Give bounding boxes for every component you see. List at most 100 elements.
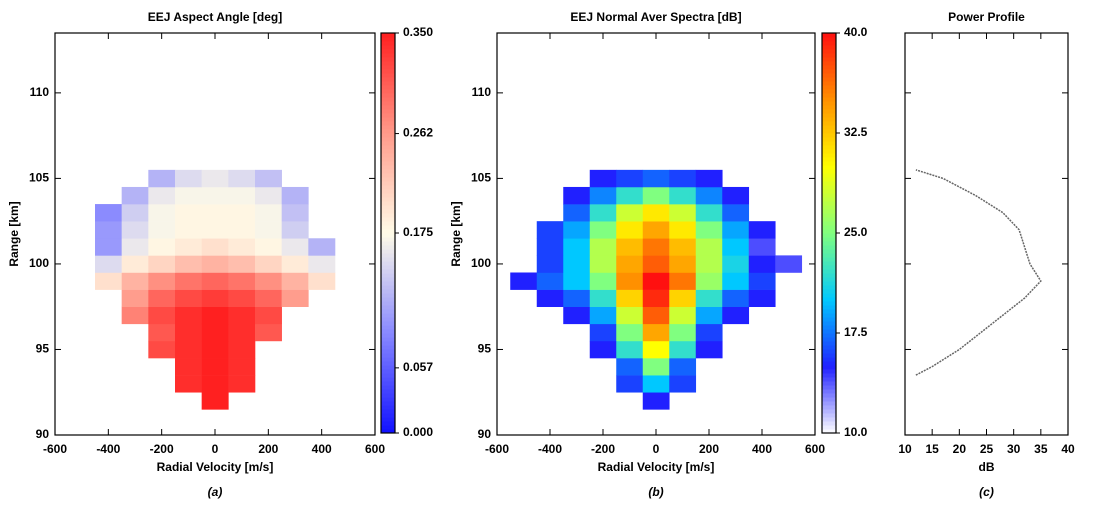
heat-cell [589, 272, 617, 290]
colorbar-segment [822, 325, 836, 330]
heat-cell [616, 238, 644, 256]
colorbar-segment [381, 297, 395, 302]
x-axis-title: Radial Velocity [m/s] [157, 460, 274, 474]
colorbar-segment [381, 225, 395, 230]
colorbar-segment [822, 105, 836, 110]
colorbar-segment [381, 321, 395, 326]
heat-cell [695, 238, 723, 256]
heat-cell [175, 221, 202, 239]
colorbar-segment [381, 261, 395, 266]
heat-cell [536, 272, 564, 290]
colorbar-segment [822, 109, 836, 114]
heat-cell [536, 221, 564, 239]
colorbar-segment [381, 221, 395, 226]
heat-cell [121, 306, 149, 325]
heat-cell [95, 221, 122, 239]
x-axis-title: dB [979, 460, 995, 474]
colorbar-segment [822, 381, 836, 386]
heat-cell [589, 306, 617, 325]
colorbar-segment [822, 333, 836, 338]
colorbar-segment [822, 65, 836, 70]
colorbar-segment [822, 233, 836, 238]
colorbar-tick-label: 0.350 [403, 25, 433, 39]
heat-cell [95, 204, 122, 222]
colorbar-segment [381, 169, 395, 174]
heat-cell [281, 204, 309, 222]
heat-cell [201, 221, 229, 239]
x-axis-title: Radial Velocity [m/s] [598, 460, 715, 474]
colorbar-segment [381, 357, 395, 362]
x-tick-label: 25 [980, 442, 994, 456]
colorbar-segment [822, 121, 836, 126]
heat-cell [281, 272, 309, 290]
colorbar-segment [822, 101, 836, 106]
colorbar-segment [822, 117, 836, 122]
heat-cell [255, 169, 282, 188]
heat-cell [255, 323, 282, 342]
colorbar-tick-label: 0.175 [403, 225, 433, 239]
y-tick-label: 110 [472, 85, 492, 99]
heat-cell [201, 186, 229, 205]
heat-cell [148, 186, 176, 205]
heat-cell [722, 204, 750, 222]
colorbar-segment [381, 301, 395, 306]
colorbar-segment [822, 153, 836, 158]
colorbar-tick-label: 32.5 [844, 125, 868, 139]
colorbar-segment [381, 341, 395, 346]
colorbar-segment [822, 385, 836, 390]
heat-cell [589, 186, 617, 205]
colorbar-segment [822, 49, 836, 54]
colorbar-segment [381, 361, 395, 366]
colorbar-segment [381, 133, 395, 138]
y-tick-label: 100 [29, 256, 49, 270]
colorbar-segment [381, 397, 395, 402]
heat-cell [175, 358, 202, 376]
colorbar-segment [822, 249, 836, 254]
heat-cell [616, 375, 644, 393]
heat-cell [669, 272, 697, 290]
heat-cell [669, 323, 697, 342]
colorbar-segment [381, 213, 395, 218]
colorbar-segment [381, 257, 395, 262]
colorbar-segment [822, 169, 836, 174]
heat-cell [148, 340, 176, 359]
colorbar-segment [822, 357, 836, 362]
x-tick-label: -600 [485, 442, 509, 456]
colorbar-segment [822, 217, 836, 222]
colorbar-segment [822, 53, 836, 58]
colorbar-segment [381, 41, 395, 46]
heat-cell [228, 358, 256, 376]
heat-cell [175, 186, 202, 205]
heat-cell [748, 238, 776, 256]
heat-cell [228, 204, 256, 222]
heat-cell [695, 323, 723, 342]
heat-cell [281, 289, 309, 308]
colorbar-segment [381, 205, 395, 210]
x-tick-label: 20 [953, 442, 967, 456]
colorbar-segment [822, 149, 836, 154]
heat-cell [536, 255, 564, 273]
heat-cell [148, 306, 176, 325]
heat-cell [669, 238, 697, 256]
heat-cell [536, 289, 564, 308]
colorbar-segment [381, 381, 395, 386]
heat-cell [201, 323, 229, 342]
heat-cell [642, 323, 670, 342]
heat-cell [695, 272, 723, 290]
y-tick-label: 90 [478, 427, 492, 441]
colorbar-segment [381, 373, 395, 378]
colorbar-segment [381, 141, 395, 146]
colorbar-segment [381, 233, 395, 238]
colorbar-segment [822, 305, 836, 310]
heat-cell [228, 375, 256, 393]
colorbar-segment [822, 245, 836, 250]
colorbar-segment [822, 145, 836, 150]
colorbar-segment [381, 313, 395, 318]
colorbar-segment [822, 77, 836, 82]
colorbar-segment [822, 197, 836, 202]
heat-cell [695, 289, 723, 308]
heat-cell [642, 392, 670, 410]
heat-cell [616, 204, 644, 222]
x-tick-label: 0 [653, 442, 660, 456]
colorbar-segment [381, 337, 395, 342]
